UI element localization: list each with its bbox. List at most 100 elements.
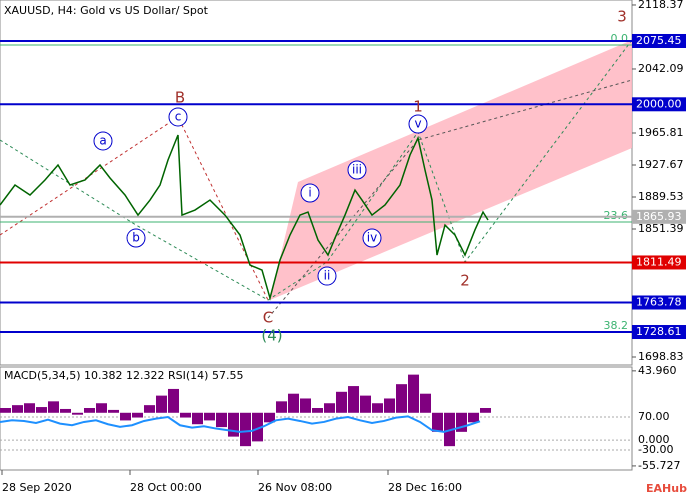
wave-label: c bbox=[175, 109, 182, 123]
y-tick-label: 43.960 bbox=[638, 364, 677, 377]
wave-label: B bbox=[175, 89, 185, 107]
macd-bar bbox=[0, 408, 11, 413]
macd-bar bbox=[264, 412, 275, 423]
macd-bar bbox=[192, 412, 203, 425]
x-tick-label: 28 Oct 00:00 bbox=[130, 481, 202, 494]
x-tick-label: 28 Dec 16:00 bbox=[388, 481, 462, 494]
y-tick-label: -55.727 bbox=[638, 459, 680, 472]
macd-bar bbox=[168, 388, 179, 413]
macd-bar bbox=[120, 412, 131, 421]
macd-bar bbox=[180, 412, 191, 418]
wave-label: 1 bbox=[413, 97, 423, 115]
macd-panel bbox=[0, 366, 633, 471]
level-label: 1865.93 bbox=[636, 210, 682, 223]
macd-bar bbox=[84, 408, 95, 413]
macd-bar bbox=[432, 412, 443, 432]
macd-bar bbox=[468, 412, 479, 423]
macd-bar bbox=[204, 412, 215, 421]
macd-bar bbox=[396, 384, 407, 413]
wave-label: iv bbox=[367, 231, 377, 245]
macd-bar bbox=[456, 412, 467, 432]
level-label: 1763.78 bbox=[636, 296, 682, 309]
wave-circle bbox=[362, 228, 382, 248]
wave-label: a bbox=[99, 133, 106, 147]
macd-bar bbox=[288, 393, 299, 413]
macd-bar bbox=[408, 374, 419, 413]
wave-label: i bbox=[308, 185, 311, 199]
y-tick-label: 2042.09 bbox=[638, 62, 684, 75]
macd-bar bbox=[384, 398, 395, 413]
wave-circle bbox=[300, 183, 320, 203]
macd-bar bbox=[216, 412, 227, 428]
wave-circle bbox=[408, 114, 428, 134]
level-label: 1728.61 bbox=[636, 325, 682, 338]
macd-bar bbox=[276, 401, 287, 413]
level-box bbox=[632, 255, 686, 270]
y-tick-label: 1851.39 bbox=[638, 222, 684, 235]
y2-tick-label: -30.00 bbox=[638, 443, 673, 456]
y-tick-label: 1698.83 bbox=[638, 350, 684, 363]
indicator-title: MACD(5,34,5) 10.382 12.322 RSI(14) 57.55 bbox=[4, 369, 243, 382]
macd-bar bbox=[96, 403, 107, 413]
level-label: 2075.45 bbox=[636, 34, 682, 47]
wave-label: 2 bbox=[460, 272, 470, 290]
level-box bbox=[632, 295, 686, 310]
macd-bar bbox=[48, 401, 59, 413]
y-tick-label: 1889.53 bbox=[638, 190, 684, 203]
level-box bbox=[632, 325, 686, 340]
macd-bar bbox=[144, 405, 155, 413]
logo: EAHub bbox=[646, 482, 687, 495]
macd-bar bbox=[480, 408, 491, 413]
logo-box bbox=[628, 478, 696, 498]
fibo-label: 0.0 bbox=[611, 32, 629, 45]
wave-label: C bbox=[263, 309, 273, 327]
wave-label: (4) bbox=[261, 327, 282, 345]
macd-bar bbox=[108, 409, 119, 413]
wave-label: ii bbox=[324, 269, 331, 283]
level-label: 1811.49 bbox=[636, 255, 682, 268]
macd-bar bbox=[132, 412, 143, 418]
macd-bar bbox=[372, 403, 383, 413]
x-tick-label: 26 Nov 08:00 bbox=[258, 481, 332, 494]
level-label: 2000.00 bbox=[636, 97, 682, 110]
macd-bar bbox=[420, 393, 431, 413]
y2-tick-label: 0.000 bbox=[638, 433, 670, 446]
wave-circle bbox=[126, 228, 146, 248]
level-box bbox=[632, 97, 686, 112]
wave-label: 3 bbox=[617, 7, 627, 25]
y-tick-label: 2118.37 bbox=[638, 0, 684, 11]
macd-bar bbox=[360, 395, 371, 413]
macd-bar bbox=[312, 408, 323, 413]
macd-bar bbox=[300, 398, 311, 413]
macd-bar bbox=[336, 391, 347, 413]
y-tick-label: 1927.67 bbox=[638, 158, 684, 171]
level-box bbox=[632, 209, 686, 224]
price-line bbox=[0, 134, 489, 301]
wave-label: iii bbox=[352, 162, 362, 176]
wave-circle bbox=[317, 266, 337, 286]
wave-label: v bbox=[414, 117, 421, 131]
x-tick-label: 28 Sep 2020 bbox=[2, 481, 72, 494]
macd-bar bbox=[156, 395, 167, 413]
macd-bar bbox=[324, 403, 335, 413]
wave-label: b bbox=[132, 231, 140, 245]
macd-bar bbox=[12, 405, 23, 413]
macd-bar bbox=[252, 412, 263, 442]
fibo-label: 38.2 bbox=[604, 319, 629, 332]
macd-bar bbox=[36, 407, 47, 413]
level-box bbox=[632, 33, 686, 48]
macd-bar bbox=[228, 412, 239, 437]
wave-circle bbox=[93, 131, 113, 151]
y-tick-label: 1965.81 bbox=[638, 126, 684, 139]
macd-bar bbox=[348, 386, 359, 413]
macd-bar bbox=[72, 412, 83, 415]
rsi-line bbox=[0, 415, 481, 433]
y2-tick-label: 70.00 bbox=[638, 410, 670, 423]
wave-circle bbox=[168, 107, 188, 127]
fibo-label: 23.6 bbox=[604, 209, 629, 222]
macd-bar bbox=[24, 403, 35, 413]
macd-bar bbox=[240, 412, 251, 447]
macd-bar bbox=[60, 408, 71, 413]
